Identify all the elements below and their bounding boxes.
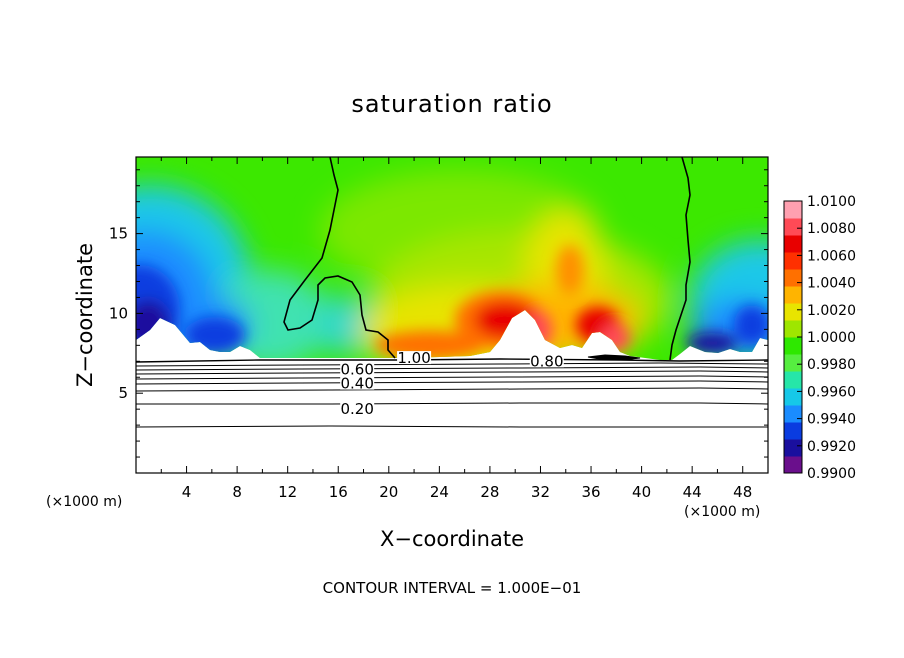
- colorbar-swatch: [784, 269, 802, 287]
- x-axis-title: X−coordinate: [380, 527, 524, 551]
- colorbar-swatch: [784, 286, 802, 304]
- x-axis: 4 8 12 16 20 24 28 32 36 40 44 48: [160, 157, 752, 501]
- contour-label-bg: [397, 351, 432, 365]
- colorbar-swatch: [784, 337, 802, 355]
- contour-interval-note: CONTOUR INTERVAL = 1.000E−01: [323, 579, 582, 597]
- colorbar-swatch: [784, 422, 802, 440]
- colorbar-swatch: [784, 439, 802, 457]
- colorbar-tick-label: 0.9940: [807, 412, 856, 428]
- x-tick-label: 16: [329, 483, 348, 501]
- colorbar-swatch: [784, 388, 802, 406]
- plot-area: 1.00 0.80 0.600.40 0.20: [136, 157, 768, 473]
- contour-label-bg: [529, 354, 564, 368]
- contour-label: 0.80: [530, 352, 563, 370]
- contour-label-bg: [340, 362, 375, 376]
- colorbar-tick-label: 0.9980: [807, 357, 856, 373]
- x-tick-label: 24: [430, 483, 449, 501]
- x-unit-right: (×1000 m): [684, 504, 760, 520]
- colorbar-swatch: [784, 252, 802, 270]
- x-tick-label: 20: [379, 483, 398, 501]
- contour-label-bg: [340, 376, 375, 390]
- y-axis: 5 10 15: [109, 169, 768, 458]
- colorbar-tick-label: 1.0040: [807, 276, 856, 292]
- colorbar-tick-label: 1.0060: [807, 248, 856, 264]
- colorbar-swatch: [784, 371, 802, 389]
- lower-contours: [136, 354, 768, 428]
- contour-label: 1.00: [397, 349, 430, 367]
- colorbar-tick-label: 1.0000: [807, 330, 856, 346]
- contour-label: 0.60: [340, 360, 373, 378]
- y-tick-label: 10: [109, 304, 128, 322]
- colorbar-swatch: [784, 405, 802, 423]
- plot-frame: [135, 156, 769, 474]
- x-tick-label: 12: [278, 483, 297, 501]
- x-tick-label: 44: [683, 483, 702, 501]
- x-tick-label: 8: [232, 483, 242, 501]
- colorbar-swatch: [784, 201, 802, 219]
- x-tick-label: 28: [480, 483, 499, 501]
- contour-label: 0.20: [340, 400, 373, 418]
- colorbar-tick-label: 0.9960: [807, 384, 856, 400]
- contour-label-bg: [340, 402, 375, 416]
- contour-line-upper-right: [669, 157, 691, 361]
- colorbar-swatch: [784, 456, 802, 474]
- colorbar-tick-label: 1.0080: [807, 221, 856, 237]
- colorbar-swatch: [784, 235, 802, 253]
- colorbar-swatch: [784, 218, 802, 236]
- y-tick-label: 5: [118, 384, 128, 402]
- colorbar-tick-label: 1.0100: [807, 194, 856, 210]
- chart-title: saturation ratio: [351, 90, 552, 118]
- colorbar-tick-label: 0.9920: [807, 439, 856, 455]
- saturation-field: [136, 157, 768, 360]
- y-axis-title: Z−coordinate: [73, 243, 97, 387]
- x-tick-label: 48: [733, 483, 752, 501]
- colorbar-swatch: [784, 320, 802, 338]
- contour-label: 0.40: [340, 375, 373, 393]
- colorbar-swatch: [784, 354, 802, 372]
- x-tick-label: 40: [632, 483, 651, 501]
- colorbar-tick-label: 1.0020: [807, 303, 856, 319]
- x-tick-label: 36: [581, 483, 600, 501]
- x-tick-label: 4: [182, 483, 192, 501]
- colorbar-tick-label: 0.9900: [807, 466, 856, 482]
- colorbar-swatch: [784, 303, 802, 321]
- y-tick-label: 15: [109, 225, 128, 243]
- contour-labels: 1.00 0.80 0.600.40 0.20: [340, 349, 564, 418]
- colorbar: 1.0100 1.0080 1.0060 1.0040 1.0020 1.0000 0.99…: [783, 194, 856, 482]
- x-unit-left: (×1000 m): [46, 494, 122, 510]
- x-tick-label: 32: [531, 483, 550, 501]
- contour-line-upper-left: [283, 157, 396, 359]
